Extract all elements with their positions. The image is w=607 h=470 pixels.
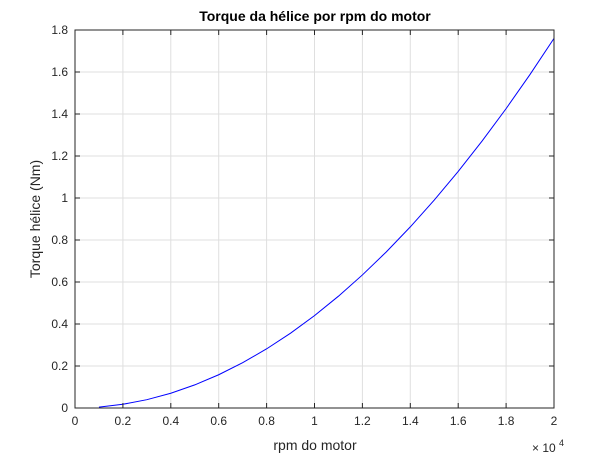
y-tick-label: 1.6 <box>51 65 68 79</box>
series-layer <box>98 38 555 408</box>
y-tick-label: 0.4 <box>51 317 68 331</box>
x-tick-label: 0.2 <box>115 414 132 428</box>
x-tick-label: 0 <box>72 414 79 428</box>
grid <box>74 29 555 409</box>
x-tick-label: 0.4 <box>162 414 179 428</box>
x-tick-label: 2 <box>551 414 558 428</box>
ticks: 0 0.2 0.4 0.6 0.8 1 1.2 1.4 1.6 1.8 2 0 0.2 0.4 0.6 0.8… <box>51 23 557 428</box>
x-axis-multiplier-exponent: 4 <box>559 438 564 448</box>
y-tick-label: 0 <box>61 401 68 415</box>
y-tick-label: 1.4 <box>51 107 68 121</box>
x-axis-label: rpm do motor <box>273 437 357 453</box>
x-tick-label: 1 <box>311 414 318 428</box>
y-tick-label: 1.8 <box>51 23 68 37</box>
y-axis-label: Torque hélice (Nm) <box>27 160 43 278</box>
y-tick-label: 1 <box>61 191 68 205</box>
series-line-0 <box>98 38 555 408</box>
x-axis-multiplier: × 10 4 <box>532 438 564 455</box>
y-tick-label: 1.2 <box>51 149 68 163</box>
y-tick-label: 0.8 <box>51 233 68 247</box>
x-axis-multiplier-base: × 10 <box>532 441 556 455</box>
x-tick-label: 0.6 <box>210 414 227 428</box>
x-tick-label: 1.8 <box>498 414 515 428</box>
x-tick-label: 1.6 <box>450 414 467 428</box>
y-tick-label: 0.6 <box>51 275 68 289</box>
x-tick-label: 0.8 <box>258 414 275 428</box>
y-tick-label: 0.2 <box>51 359 68 373</box>
x-tick-label: 1.4 <box>402 414 419 428</box>
x-tick-label: 1.2 <box>354 414 371 428</box>
chart-title: Torque da hélice por rpm do motor <box>199 8 431 24</box>
